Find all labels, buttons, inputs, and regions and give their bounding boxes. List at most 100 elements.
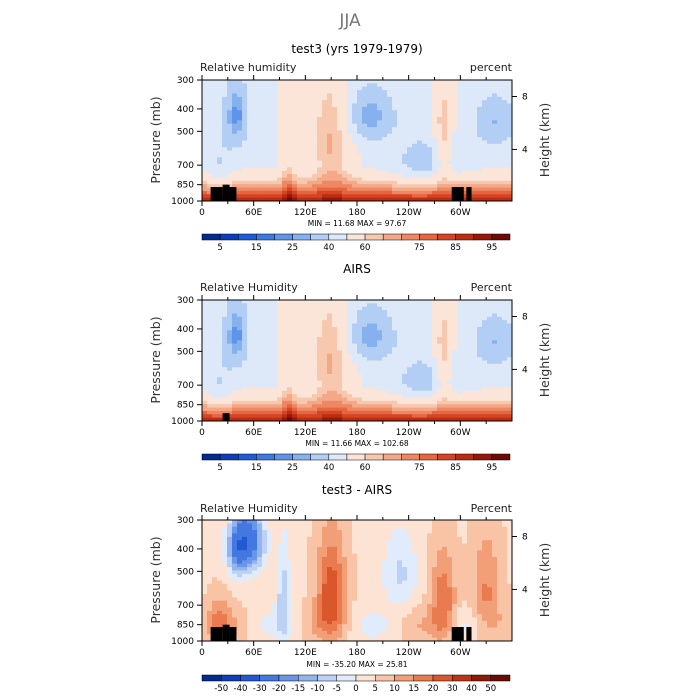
contour-cell (382, 340, 388, 345)
contour-cell (252, 357, 258, 361)
contour-cell (452, 127, 458, 131)
contour-cell (222, 86, 228, 91)
contour-cell (287, 130, 293, 135)
contour-cell (367, 190, 373, 195)
contour-cell (337, 180, 343, 185)
contour-cell (462, 370, 468, 375)
contour-cell (417, 180, 423, 185)
contour-cell (487, 410, 493, 415)
contour-cell (207, 90, 213, 94)
contour-cell (492, 404, 498, 409)
contour-cell (347, 150, 353, 155)
contour-cell (332, 113, 338, 118)
contour-cell (457, 177, 463, 182)
contour-cell (317, 353, 323, 358)
contour-cell (507, 303, 513, 308)
contour-cell (447, 306, 453, 311)
contour-cell (312, 397, 318, 402)
contour-cell (272, 100, 278, 105)
contour-cell (337, 377, 343, 382)
contour-cell (477, 116, 483, 121)
contour-cell (332, 333, 338, 338)
contour-cell (312, 103, 318, 108)
contour-cell (227, 106, 233, 111)
contour-cell (307, 123, 313, 128)
contour-cell (237, 153, 243, 158)
contour-cell (392, 187, 398, 192)
contour-cell (247, 360, 253, 365)
contour-cell (412, 326, 418, 331)
contour-cell (257, 410, 263, 415)
contour-cell (502, 86, 508, 91)
contour-cell (202, 197, 208, 202)
contour-cell (287, 326, 293, 331)
contour-cell (307, 397, 313, 402)
contour-cell (302, 370, 308, 375)
contour-cell (492, 170, 498, 175)
contour-cell (462, 410, 468, 415)
contour-cell (487, 180, 493, 185)
contour-cell (252, 410, 258, 415)
contour-cell (332, 367, 338, 372)
contour-cell (287, 106, 293, 111)
contour-cell (247, 397, 253, 402)
contour-cell (222, 404, 228, 409)
contour-cell (407, 363, 413, 368)
contour-cell (382, 116, 388, 121)
contour-cell (412, 106, 418, 111)
contour-cell (327, 167, 333, 172)
contour-cell (467, 150, 473, 155)
contour-cell (412, 310, 418, 314)
contour-cell (487, 320, 493, 325)
contour-cell (347, 526, 353, 531)
contour-cell (407, 310, 413, 314)
contour-cell (332, 170, 338, 175)
contour-cell (442, 526, 448, 531)
contour-cell (377, 353, 383, 358)
contour-cell (492, 174, 498, 178)
contour-cell (227, 133, 233, 138)
contour-cell (467, 336, 473, 341)
contour-cell (397, 106, 403, 111)
contour-cell (457, 357, 463, 361)
contour-cell (407, 190, 413, 195)
contour-cell (357, 326, 363, 331)
contour-cell (507, 140, 513, 145)
contour-cell (372, 414, 378, 419)
contour-cell (462, 414, 468, 419)
contour-cell (492, 394, 498, 398)
contour-cell (507, 533, 513, 538)
contour-cell (252, 83, 258, 88)
contour-cell (502, 113, 508, 118)
contour-cell (222, 164, 228, 168)
contour-cell (342, 116, 348, 121)
contour-cell (202, 147, 208, 152)
contour-cell (467, 306, 473, 311)
contour-cell (497, 306, 503, 311)
contour-cell (337, 397, 343, 402)
contour-cell (297, 397, 303, 402)
contour-cell (437, 174, 443, 178)
contour-cell (387, 373, 393, 378)
contour-cell (202, 363, 208, 368)
contour-cell (442, 400, 448, 405)
contour-cell (362, 523, 368, 528)
contour-cell (492, 357, 498, 361)
contour-cell (492, 400, 498, 405)
contour-cell (287, 83, 293, 88)
contour-cell (387, 316, 393, 321)
contour-cell (347, 520, 353, 524)
contour-cell (257, 340, 263, 345)
contour-cell (397, 380, 403, 385)
contour-cell (422, 110, 428, 115)
contour-cell (472, 320, 478, 325)
contour-cell (332, 127, 338, 131)
contour-cell (242, 400, 248, 405)
contour-cell (337, 153, 343, 158)
contour-cell (227, 523, 233, 528)
contour-cell (217, 417, 223, 422)
contour-cell (347, 533, 353, 538)
contour-cell (277, 417, 283, 422)
contour-cell (212, 130, 218, 135)
contour-cell (487, 116, 493, 121)
